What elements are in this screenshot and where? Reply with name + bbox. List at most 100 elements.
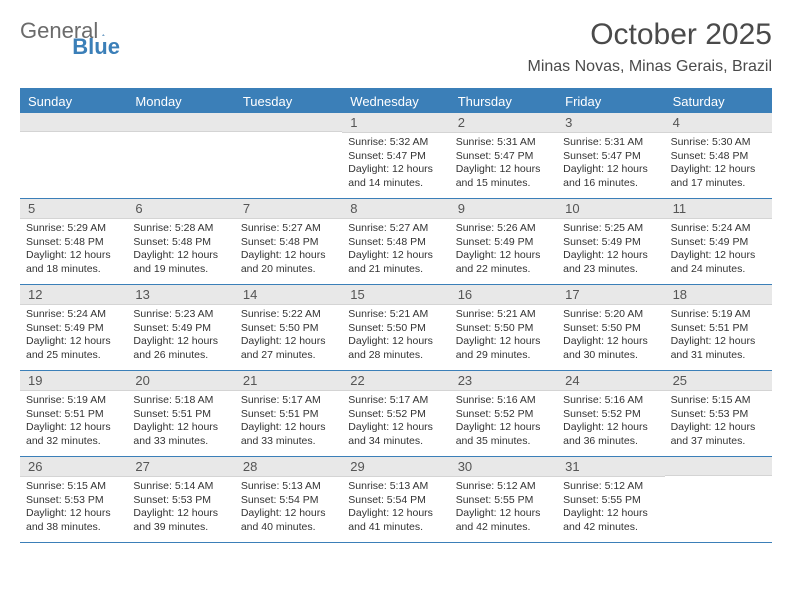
daylight-line: Daylight: 12 hours and 14 minutes.	[348, 163, 443, 190]
sunrise-line: Sunrise: 5:16 AM	[456, 394, 551, 408]
day-headers-row: SundayMondayTuesdayWednesdayThursdayFrid…	[20, 90, 772, 113]
sunset-line: Sunset: 5:52 PM	[563, 408, 658, 422]
sunrise-line: Sunrise: 5:31 AM	[563, 136, 658, 150]
daylight-line: Daylight: 12 hours and 31 minutes.	[671, 335, 766, 362]
day-number	[235, 113, 342, 132]
title-block: October 2025 Minas Novas, Minas Gerais, …	[527, 18, 772, 76]
day-header: Sunday	[20, 90, 127, 113]
day-number: 29	[342, 457, 449, 477]
sunset-line: Sunset: 5:47 PM	[348, 150, 443, 164]
sunrise-line: Sunrise: 5:12 AM	[456, 480, 551, 494]
calendar-day: 29Sunrise: 5:13 AMSunset: 5:54 PMDayligh…	[342, 457, 449, 542]
calendar-day-empty	[665, 457, 772, 542]
day-details: Sunrise: 5:30 AMSunset: 5:48 PMDaylight:…	[665, 133, 772, 195]
calendar-day-empty	[127, 113, 234, 198]
day-number: 8	[342, 199, 449, 219]
sunset-line: Sunset: 5:54 PM	[348, 494, 443, 508]
calendar-day: 2Sunrise: 5:31 AMSunset: 5:47 PMDaylight…	[450, 113, 557, 198]
calendar-day: 1 Sunrise: 5:32 AMSunset: 5:47 PMDaylight…	[342, 113, 449, 198]
calendar-day: 26Sunrise: 5:15 AMSunset: 5:53 PMDayligh…	[20, 457, 127, 542]
day-details: Sunrise: 5:17 AMSunset: 5:51 PMDaylight:…	[235, 391, 342, 453]
day-number: 14	[235, 285, 342, 305]
day-header: Wednesday	[342, 90, 449, 113]
day-number: 25	[665, 371, 772, 391]
daylight-line: Daylight: 12 hours and 32 minutes.	[26, 421, 121, 448]
sunset-line: Sunset: 5:48 PM	[348, 236, 443, 250]
day-details: Sunrise: 5:19 AMSunset: 5:51 PMDaylight:…	[20, 391, 127, 453]
daylight-line: Daylight: 12 hours and 18 minutes.	[26, 249, 121, 276]
day-number: 3	[557, 113, 664, 133]
day-number: 26	[20, 457, 127, 477]
sunset-line: Sunset: 5:49 PM	[456, 236, 551, 250]
day-number: 27	[127, 457, 234, 477]
day-details: Sunrise: 5:20 AMSunset: 5:50 PMDaylight:…	[557, 305, 664, 367]
sunrise-line: Sunrise: 5:16 AM	[563, 394, 658, 408]
sunrise-line: Sunrise: 5:15 AM	[26, 480, 121, 494]
day-number: 19	[20, 371, 127, 391]
sunset-line: Sunset: 5:49 PM	[133, 322, 228, 336]
calendar-week: 5Sunrise: 5:29 AMSunset: 5:48 PMDaylight…	[20, 199, 772, 285]
daylight-line: Daylight: 12 hours and 26 minutes.	[133, 335, 228, 362]
calendar-day: 7Sunrise: 5:27 AMSunset: 5:48 PMDaylight…	[235, 199, 342, 284]
day-number: 1	[342, 113, 449, 133]
calendar-day: 16Sunrise: 5:21 AMSunset: 5:50 PMDayligh…	[450, 285, 557, 370]
calendar-day: 9Sunrise: 5:26 AMSunset: 5:49 PMDaylight…	[450, 199, 557, 284]
daylight-line: Daylight: 12 hours and 28 minutes.	[348, 335, 443, 362]
sunset-line: Sunset: 5:48 PM	[26, 236, 121, 250]
location: Minas Novas, Minas Gerais, Brazil	[527, 58, 772, 76]
sunset-line: Sunset: 5:50 PM	[456, 322, 551, 336]
day-header: Tuesday	[235, 90, 342, 113]
day-details: Sunrise: 5:27 AMSunset: 5:48 PMDaylight:…	[235, 219, 342, 281]
daylight-line: Daylight: 12 hours and 27 minutes.	[241, 335, 336, 362]
day-details: Sunrise: 5:17 AMSunset: 5:52 PMDaylight:…	[342, 391, 449, 453]
day-header: Saturday	[665, 90, 772, 113]
daylight-line: Daylight: 12 hours and 39 minutes.	[133, 507, 228, 534]
sunrise-line: Sunrise: 5:24 AM	[26, 308, 121, 322]
calendar-day: 13 Sunrise: 5:23 AMSunset: 5:49 PMDayligh…	[127, 285, 234, 370]
day-number: 23	[450, 371, 557, 391]
sunrise-line: Sunrise: 5:23 AM	[133, 308, 228, 322]
sunrise-line: Sunrise: 5:13 AM	[348, 480, 443, 494]
day-header: Monday	[127, 90, 234, 113]
calendar-day: 28Sunrise: 5:13 AMSunset: 5:54 PMDayligh…	[235, 457, 342, 542]
daylight-line: Daylight: 12 hours and 34 minutes.	[348, 421, 443, 448]
day-details: Sunrise: 5:18 AMSunset: 5:51 PMDaylight:…	[127, 391, 234, 453]
day-details: Sunrise: 5:25 AMSunset: 5:49 PMDaylight:…	[557, 219, 664, 281]
day-details: Sunrise: 5:12 AMSunset: 5:55 PMDaylight:…	[450, 477, 557, 539]
sunrise-line: Sunrise: 5:31 AM	[456, 136, 551, 150]
sunset-line: Sunset: 5:55 PM	[563, 494, 658, 508]
day-details: Sunrise: 5:15 AMSunset: 5:53 PMDaylight:…	[665, 391, 772, 453]
daylight-line: Daylight: 12 hours and 17 minutes.	[671, 163, 766, 190]
day-number: 18	[665, 285, 772, 305]
calendar-day: 30Sunrise: 5:12 AMSunset: 5:55 PMDayligh…	[450, 457, 557, 542]
calendar-day: 23Sunrise: 5:16 AMSunset: 5:52 PMDayligh…	[450, 371, 557, 456]
sunrise-line: Sunrise: 5:19 AM	[671, 308, 766, 322]
sunrise-line: Sunrise: 5:18 AM	[133, 394, 228, 408]
calendar-day: 18Sunrise: 5:19 AMSunset: 5:51 PMDayligh…	[665, 285, 772, 370]
day-details: Sunrise: 5:19 AMSunset: 5:51 PMDaylight:…	[665, 305, 772, 367]
day-number: 2	[450, 113, 557, 133]
day-details: Sunrise: 5:31 AMSunset: 5:47 PMDaylight:…	[557, 133, 664, 195]
calendar-day: 22Sunrise: 5:17 AMSunset: 5:52 PMDayligh…	[342, 371, 449, 456]
day-number	[20, 113, 127, 132]
day-number: 11	[665, 199, 772, 219]
daylight-line: Daylight: 12 hours and 38 minutes.	[26, 507, 121, 534]
month-title: October 2025	[527, 18, 772, 52]
calendar-day: 12Sunrise: 5:24 AMSunset: 5:49 PMDayligh…	[20, 285, 127, 370]
sunset-line: Sunset: 5:48 PM	[133, 236, 228, 250]
sunrise-line: Sunrise: 5:28 AM	[133, 222, 228, 236]
sunrise-line: Sunrise: 5:21 AM	[348, 308, 443, 322]
day-details: Sunrise: 5:24 AMSunset: 5:49 PMDaylight:…	[20, 305, 127, 367]
calendar-day: 11Sunrise: 5:24 AMSunset: 5:49 PMDayligh…	[665, 199, 772, 284]
day-number: 13	[127, 285, 234, 305]
sunrise-line: Sunrise: 5:14 AM	[133, 480, 228, 494]
sunset-line: Sunset: 5:52 PM	[348, 408, 443, 422]
day-number: 17	[557, 285, 664, 305]
sunrise-line: Sunrise: 5:17 AM	[241, 394, 336, 408]
calendar-day: 31Sunrise: 5:12 AMSunset: 5:55 PMDayligh…	[557, 457, 664, 542]
daylight-line: Daylight: 12 hours and 40 minutes.	[241, 507, 336, 534]
day-number: 10	[557, 199, 664, 219]
sunrise-line: Sunrise: 5:32 AM	[348, 136, 443, 150]
sunset-line: Sunset: 5:50 PM	[563, 322, 658, 336]
day-details: Sunrise: 5:31 AMSunset: 5:47 PMDaylight:…	[450, 133, 557, 195]
